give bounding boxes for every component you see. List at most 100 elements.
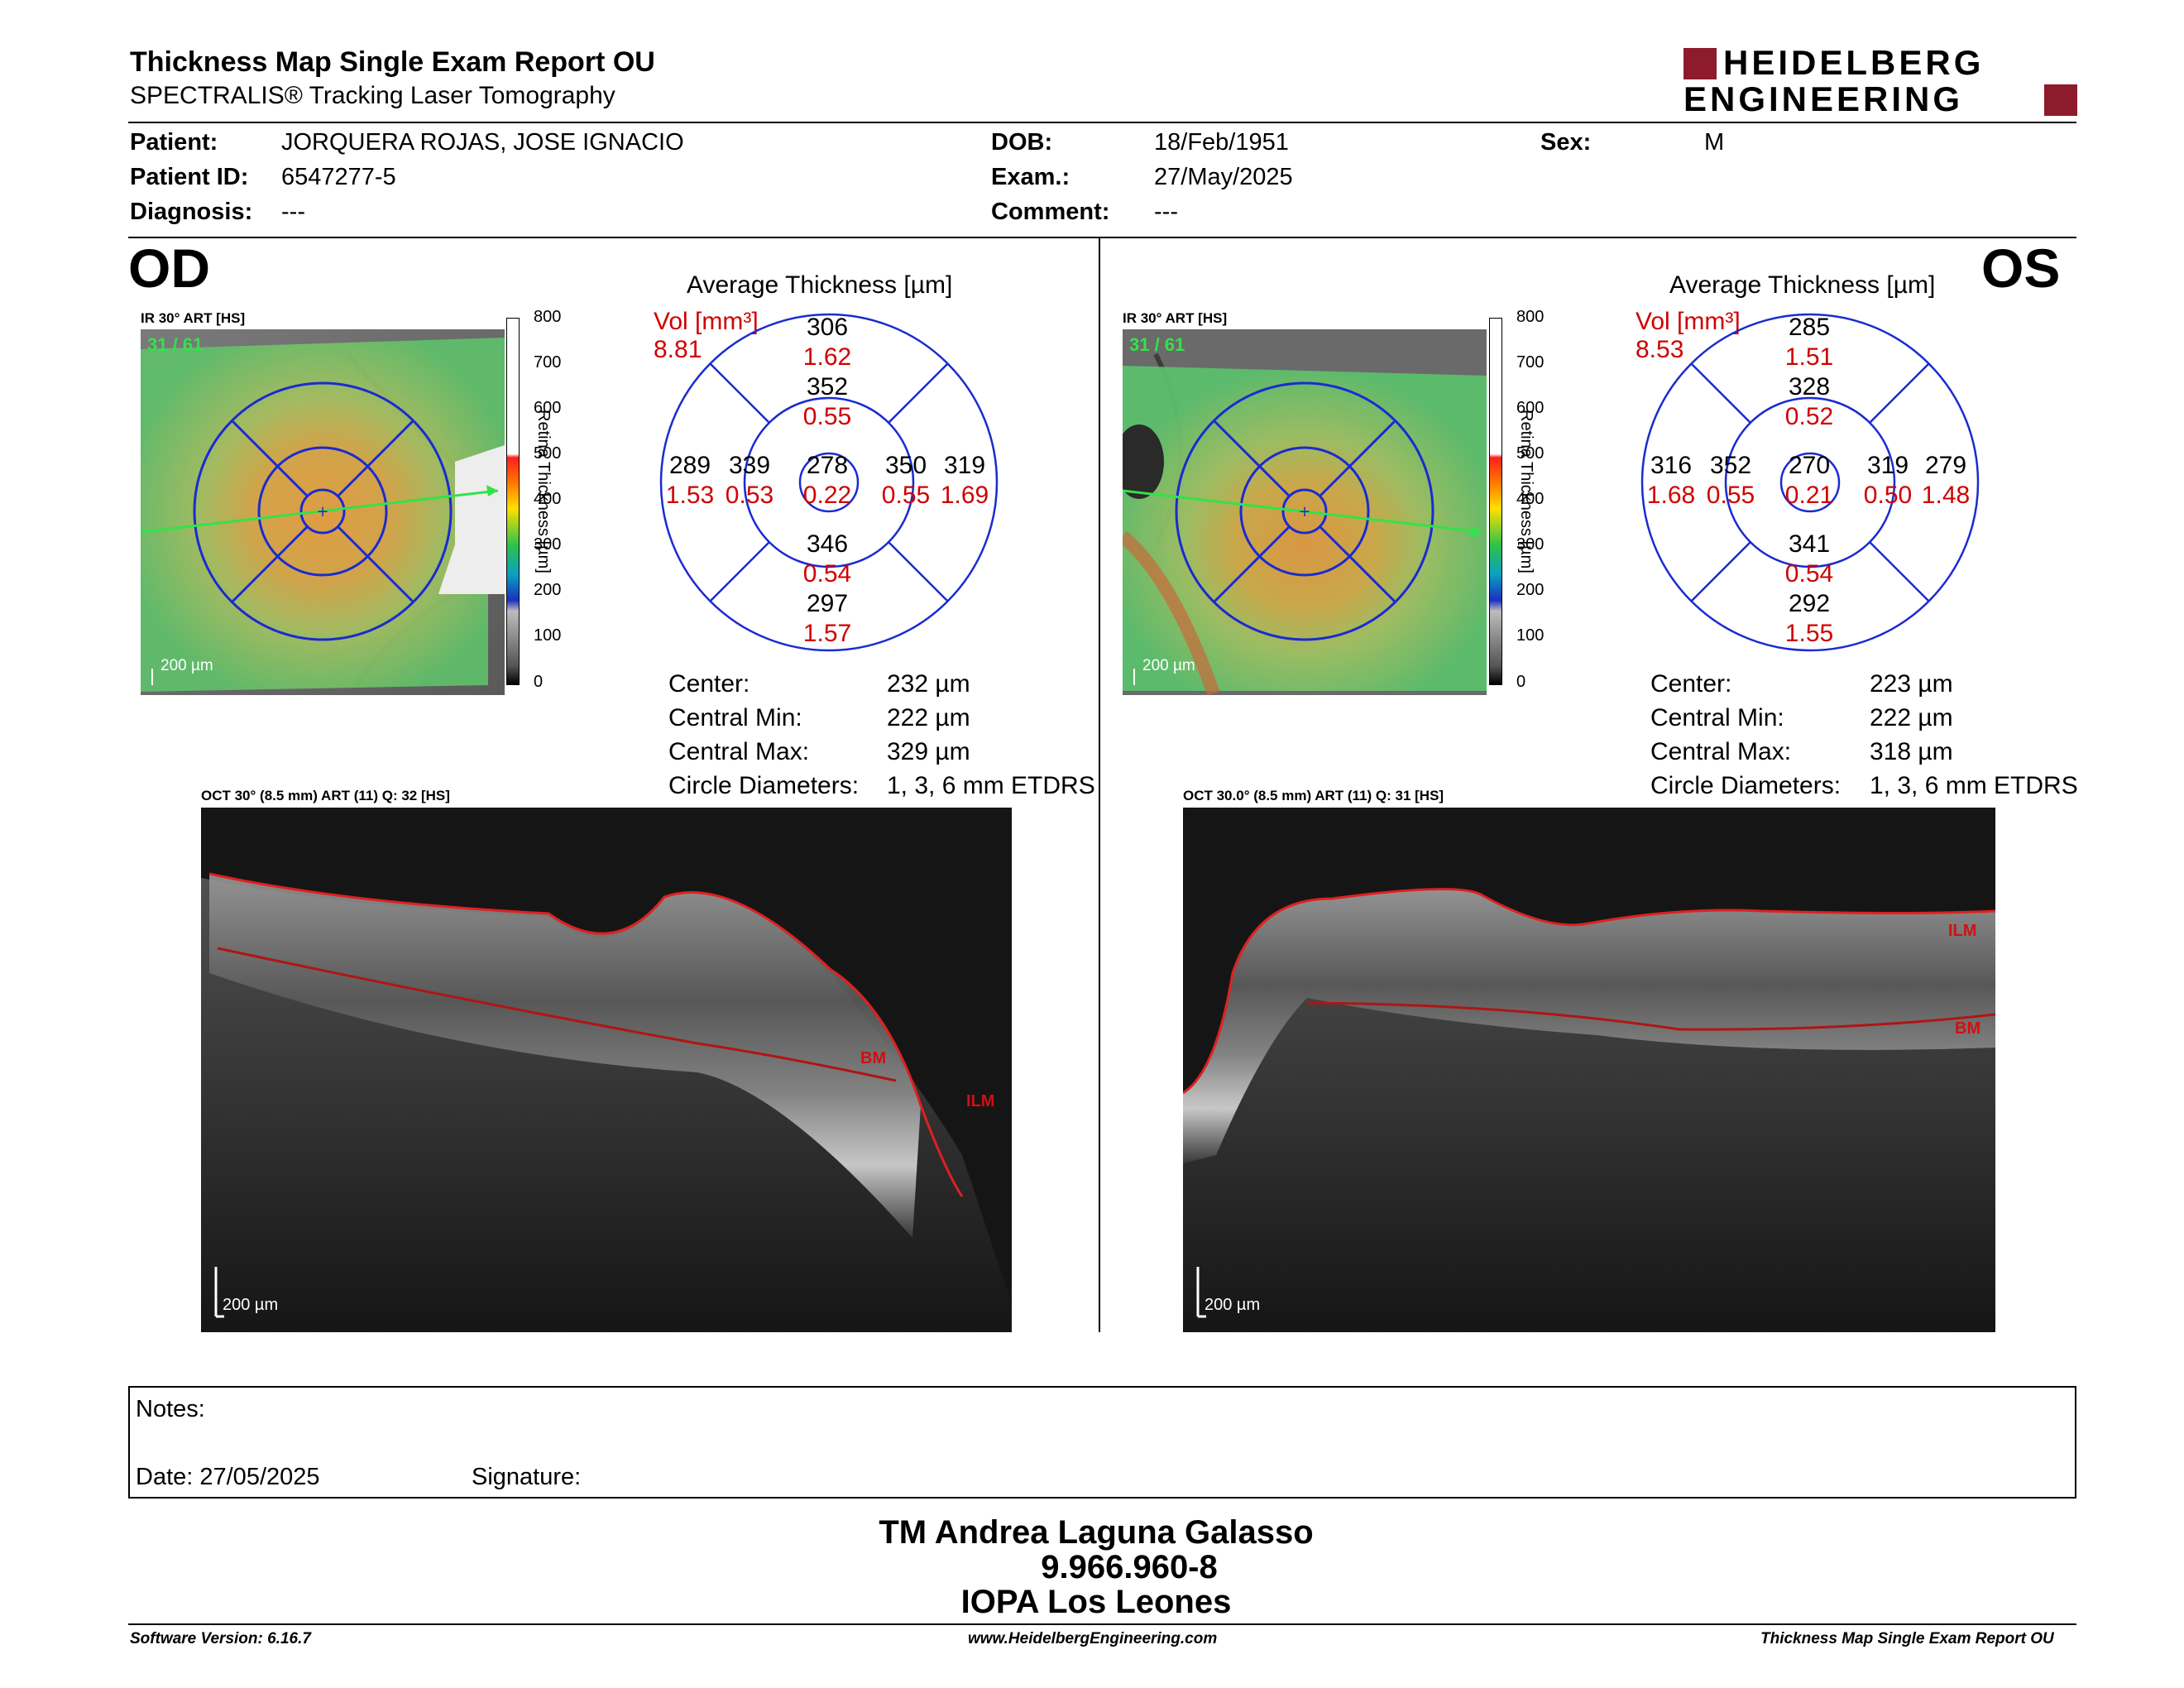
website-link[interactable]: www.HeidelbergEngineering.com [968, 1630, 1218, 1647]
os-inner-inf-thickness: 341 [1788, 530, 1831, 558]
od-oct-scale: 200 µm [223, 1296, 279, 1314]
od-outer-sup-volume: 1.62 [802, 343, 852, 371]
od-cbar-100: 100 [534, 626, 562, 645]
sex-value: M [1704, 129, 1725, 156]
od-cbar-600: 600 [534, 399, 562, 417]
od-sector-outer-temporal: 289 1.53 [657, 451, 723, 511]
os-cbar-300: 300 [1516, 535, 1545, 554]
os-map-svg: + [1123, 329, 1487, 695]
sex-label: Sex: [1540, 129, 1592, 156]
report-title: Thickness Map Single Exam Report OU [130, 46, 655, 78]
os-stat-max-value: 318 µm [1870, 738, 1953, 765]
od-sector-inner-nasal: 350 0.55 [873, 451, 939, 511]
od-map-svg: + [141, 329, 505, 695]
od-vol-total: 8.81 [654, 336, 702, 363]
od-stat-max-value: 329 µm [887, 738, 970, 765]
os-inner-nasal-volume: 0.50 [1863, 482, 1913, 509]
od-outer-inf-volume: 1.57 [802, 620, 852, 647]
od-ir-label: IR 30° ART [HS] [141, 310, 246, 326]
os-sector-outer-nasal: 279 1.48 [1913, 451, 1979, 511]
od-stat-min-value: 222 µm [887, 704, 970, 731]
os-vol-total: 8.53 [1636, 336, 1684, 363]
od-outer-temp-volume: 1.53 [665, 482, 715, 509]
od-sector-inner-superior: 352 0.55 [794, 372, 860, 432]
exam-label: Exam.: [991, 164, 1070, 190]
od-cbar-axis-label: Retina Thickness [µm] [534, 410, 553, 573]
comment-label: Comment: [991, 199, 1110, 225]
dob-label: DOB: [991, 129, 1053, 156]
od-inner-sup-thickness: 352 [806, 373, 849, 400]
od-etdrs-grid [659, 313, 999, 652]
od-outer-nasal-thickness: 319 [943, 452, 986, 479]
od-sector-outer-superior: 306 1.62 [794, 313, 860, 372]
os-outer-temp-thickness: 316 [1650, 452, 1693, 479]
os-stat-min-label: Central Min: [1650, 704, 1784, 731]
od-sector-outer-nasal: 319 1.69 [932, 451, 998, 511]
od-oct-bscan: BM ILM 200 µm [201, 808, 1012, 1332]
heidelberg-logo: HEIDELBERG ENGINEERING [1684, 46, 2077, 117]
os-inner-sup-volume: 0.52 [1784, 403, 1834, 430]
os-sector-inner-inferior: 341 0.54 [1776, 530, 1842, 589]
od-cbar-500: 500 [534, 444, 562, 463]
od-stat-center-label: Center: [668, 670, 750, 698]
od-thickness-map: + 31 / 61 200 µm [141, 329, 505, 695]
od-inner-inf-volume: 0.54 [802, 560, 852, 587]
od-map-scale: 200 µm [160, 657, 213, 674]
od-sector-inner-temporal: 339 0.53 [716, 451, 783, 511]
os-stat-max-label: Central Max: [1650, 738, 1792, 765]
od-sector-inner-inferior: 346 0.54 [794, 530, 860, 589]
od-outer-inf-thickness: 297 [806, 590, 849, 617]
diagnosis-value: --- [281, 199, 305, 225]
od-cbar-200: 200 [534, 581, 562, 599]
os-avg-title: Average Thickness [µm] [1669, 271, 1936, 299]
od-stat-center-value: 232 µm [887, 670, 970, 698]
os-center-volume: 0.21 [1784, 482, 1834, 509]
os-bm-label: BM [1955, 1019, 1981, 1038]
os-sector-outer-superior: 285 1.51 [1776, 313, 1842, 372]
od-colorbar [506, 318, 520, 685]
od-cbar-700: 700 [534, 353, 562, 372]
od-outer-sup-thickness: 306 [806, 314, 849, 341]
os-outer-sup-volume: 1.51 [1784, 343, 1834, 371]
os-cbar-200: 200 [1516, 581, 1545, 599]
os-oct-label: OCT 30.0° (8.5 mm) ART (11) Q: 31 [HS] [1183, 788, 1444, 803]
patient-name: JORQUERA ROJAS, JOSE IGNACIO [281, 129, 684, 156]
od-cbar-300: 300 [534, 535, 562, 554]
od-stat-diam-label: Circle Diameters: [668, 772, 860, 799]
os-oct-bscan: ILM BM 200 µm [1183, 808, 1995, 1332]
os-eye-label: OS [1981, 237, 2061, 299]
od-center-volume: 0.22 [802, 482, 852, 509]
os-inner-inf-volume: 0.54 [1784, 560, 1834, 587]
os-inner-temp-volume: 0.55 [1706, 482, 1755, 509]
notes-date: Date: 27/05/2025 [136, 1464, 320, 1490]
od-bscan-svg [201, 872, 1012, 1332]
od-bm-label: BM [860, 1049, 887, 1067]
diagnosis-label: Diagnosis: [130, 199, 253, 225]
od-frame-count: 31 / 61 [147, 334, 204, 355]
os-outer-nasal-thickness: 279 [1924, 452, 1967, 479]
od-cbar-0: 0 [534, 673, 544, 691]
os-inner-temp-thickness: 352 [1709, 452, 1752, 479]
notes-box: Notes: Date: 27/05/2025 Signature: [128, 1386, 2076, 1499]
report-subtitle: SPECTRALIS® Tracking Laser Tomography [130, 82, 615, 109]
od-inner-temp-thickness: 339 [728, 452, 771, 479]
os-cbar-600: 600 [1516, 399, 1545, 417]
od-avg-title: Average Thickness [µm] [687, 271, 953, 299]
od-inner-temp-volume: 0.53 [725, 482, 774, 509]
os-vol-label: Vol [mm³] [1636, 308, 1741, 335]
exam-value: 27/May/2025 [1154, 164, 1293, 190]
os-sector-center: 270 0.21 [1776, 451, 1842, 511]
os-frame-count: 31 / 61 [1129, 334, 1185, 355]
od-ilm-label: ILM [966, 1092, 995, 1110]
os-thickness-map: + 31 / 61 200 µm [1123, 329, 1487, 695]
os-outer-inf-thickness: 292 [1788, 590, 1831, 617]
od-sector-outer-inferior: 297 1.57 [794, 589, 860, 649]
patient-divider [128, 237, 2076, 238]
od-inner-nasal-thickness: 350 [884, 452, 927, 479]
notes-label: Notes: [136, 1396, 205, 1422]
os-outer-temp-volume: 1.68 [1646, 482, 1696, 509]
os-stat-min-value: 222 µm [1870, 704, 1953, 731]
notes-signature: Signature: [472, 1464, 582, 1490]
os-cbar-700: 700 [1516, 353, 1545, 372]
od-center-thickness: 278 [806, 452, 849, 479]
